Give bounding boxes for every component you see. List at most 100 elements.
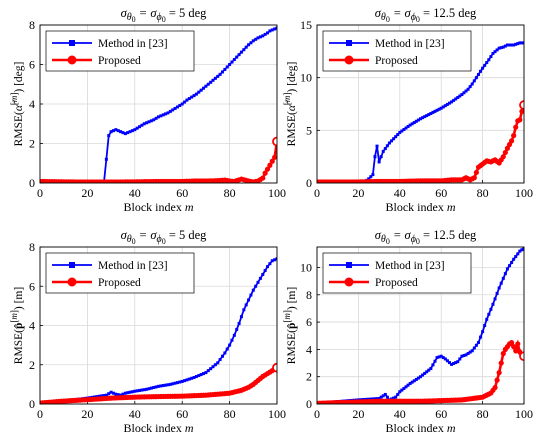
data-point [260, 175, 266, 181]
data-point [379, 395, 383, 399]
data-point [256, 280, 260, 284]
data-point [489, 55, 493, 59]
data-point [211, 78, 215, 82]
legend: Method in [23] Proposed [322, 252, 472, 294]
data-point [261, 34, 265, 38]
data-point [421, 116, 425, 120]
data-point [171, 108, 175, 112]
y-tick-label: 6 [306, 315, 312, 329]
data-point [242, 308, 246, 312]
data-point [130, 129, 134, 133]
x-tick-label: 80 [477, 186, 489, 200]
data-point [230, 60, 234, 64]
axes-frame [316, 24, 525, 184]
data-point [194, 92, 198, 96]
data-point [223, 67, 227, 71]
data-point [202, 372, 206, 376]
data-point [458, 94, 462, 98]
y-tick-label: 4 [306, 342, 312, 356]
data-point [199, 88, 203, 92]
data-point [367, 177, 371, 181]
data-point [400, 129, 404, 133]
legend-box [45, 30, 195, 72]
data-point [126, 391, 130, 395]
data-point [173, 381, 177, 385]
data-point [383, 392, 387, 396]
data-point [473, 169, 479, 176]
data-point [501, 276, 505, 280]
data-point [392, 396, 396, 400]
y-tick-label: 2 [29, 137, 35, 151]
data-point [159, 114, 163, 118]
data-point [126, 131, 130, 135]
data-point [197, 374, 201, 378]
x-axis-label: Block index m [386, 200, 456, 214]
data-point [505, 267, 509, 271]
data-point [111, 129, 115, 133]
data-point [270, 28, 274, 32]
legend-marker [344, 277, 354, 287]
legend-label: Method in [23] [98, 38, 168, 50]
legend: Method in [23] Proposed [322, 30, 472, 72]
data-point [516, 42, 520, 46]
data-point [400, 388, 404, 392]
legend: Method in [23] Proposed [45, 252, 195, 294]
chart-title: σθ0 = σϕ0 = 5 deg [121, 228, 208, 246]
data-point [385, 395, 389, 399]
data-point [423, 115, 427, 119]
data-point [512, 257, 516, 261]
data-point [474, 76, 478, 80]
data-point [183, 379, 187, 383]
x-tick-label: 60 [176, 186, 188, 200]
data-point [140, 123, 144, 127]
data-point [464, 89, 468, 93]
data-point [519, 108, 524, 114]
data-point [116, 129, 120, 133]
data-point [102, 394, 106, 398]
data-point [394, 135, 398, 139]
data-point [247, 298, 251, 302]
data-point [398, 390, 402, 394]
data-point [447, 361, 451, 365]
data-point [104, 393, 108, 397]
data-point [187, 97, 191, 101]
data-point [466, 87, 470, 91]
data-point [508, 43, 512, 47]
data-point [390, 139, 394, 143]
data-point [142, 122, 146, 126]
legend-entry: Proposed [329, 277, 418, 289]
data-point [472, 346, 476, 350]
y-tick-label: 6 [29, 279, 35, 293]
data-point [266, 265, 270, 269]
data-point [460, 93, 464, 97]
data-point [501, 45, 505, 49]
data-point [161, 384, 165, 388]
data-point [522, 41, 524, 45]
x-tick-label: 80 [224, 407, 236, 421]
end-marker [272, 362, 277, 373]
data-point [213, 76, 217, 80]
y-tick-label: 4 [29, 319, 35, 333]
data-point [414, 119, 418, 123]
data-point [479, 335, 483, 339]
data-point [510, 43, 514, 47]
legend-box [322, 30, 472, 72]
data-point [135, 126, 139, 130]
data-point [479, 69, 483, 73]
data-point [171, 382, 175, 386]
data-point [503, 44, 507, 48]
data-point [460, 354, 464, 358]
data-point [377, 160, 381, 164]
data-point [471, 175, 477, 181]
data-point [502, 149, 508, 156]
y-axis-label: RMSE(α̂[m]) [deg] [282, 62, 298, 147]
data-point [423, 371, 427, 375]
data-point [419, 117, 422, 121]
data-point [206, 82, 210, 86]
data-point [183, 100, 187, 104]
series-proposed [40, 362, 277, 404]
data-point [192, 94, 196, 98]
data-point [493, 50, 497, 54]
data-point [119, 130, 123, 134]
legend-label: Proposed [98, 277, 141, 289]
